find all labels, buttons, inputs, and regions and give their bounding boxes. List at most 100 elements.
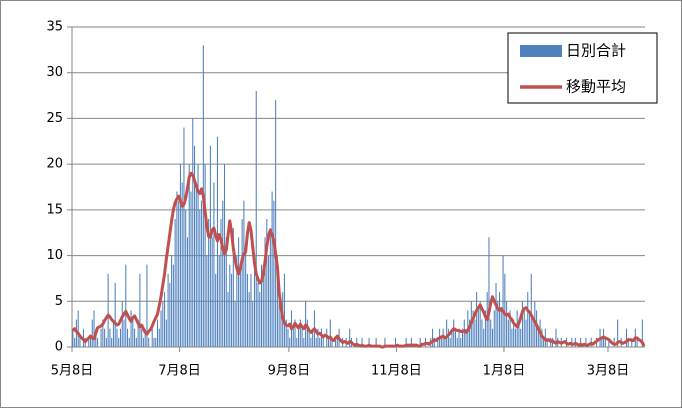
bar xyxy=(89,337,92,347)
bar xyxy=(208,219,210,347)
bar xyxy=(169,283,171,347)
bar xyxy=(236,255,238,347)
bar xyxy=(631,337,633,347)
bar xyxy=(306,319,308,347)
bar xyxy=(199,209,201,347)
bar xyxy=(490,319,492,347)
bar xyxy=(585,337,587,347)
y-tick-label: 5 xyxy=(55,294,63,309)
bar xyxy=(315,337,317,347)
bar xyxy=(146,264,148,347)
bar xyxy=(460,337,462,347)
x-tick-label: 7月8日 xyxy=(158,364,201,379)
bar xyxy=(252,301,254,347)
bar xyxy=(273,200,275,347)
bar xyxy=(278,301,280,347)
bar xyxy=(232,228,234,347)
bar xyxy=(91,319,93,347)
bar xyxy=(527,292,529,347)
bar xyxy=(500,310,502,347)
bar xyxy=(213,182,215,347)
bar xyxy=(77,310,79,347)
bar xyxy=(72,328,74,347)
bar xyxy=(458,328,460,347)
bar xyxy=(289,337,291,347)
bar xyxy=(222,200,224,347)
bar xyxy=(292,328,294,347)
legend-box xyxy=(507,32,658,104)
legend-label: 移動平均 xyxy=(566,78,626,96)
bar xyxy=(469,319,471,347)
y-tick-label: 30 xyxy=(46,65,63,80)
bar xyxy=(349,328,351,347)
bar xyxy=(225,237,227,347)
bar xyxy=(454,328,456,347)
bar xyxy=(280,310,282,347)
bar xyxy=(285,319,287,347)
bar xyxy=(488,237,490,347)
bar xyxy=(320,328,323,347)
bar xyxy=(331,337,333,347)
bar xyxy=(461,328,464,347)
bar xyxy=(167,273,169,347)
bar xyxy=(477,310,479,347)
bar xyxy=(104,328,106,347)
bar xyxy=(317,328,319,347)
bar xyxy=(223,164,226,347)
bar xyxy=(118,337,120,347)
bar xyxy=(481,319,483,347)
bar xyxy=(298,328,300,347)
bar xyxy=(111,337,113,347)
bar xyxy=(245,246,247,347)
bar xyxy=(201,200,203,347)
y-tick-label: 10 xyxy=(46,248,63,263)
bar xyxy=(165,319,167,347)
bar xyxy=(502,255,504,347)
bar xyxy=(231,273,233,347)
bar xyxy=(176,191,178,347)
bar xyxy=(151,328,153,347)
bar xyxy=(275,100,277,348)
bar xyxy=(476,292,478,347)
bar xyxy=(537,328,539,347)
bar xyxy=(268,255,270,347)
bar xyxy=(160,310,162,347)
bar xyxy=(474,319,476,347)
bar xyxy=(121,301,123,347)
bar xyxy=(523,310,525,347)
bar xyxy=(171,255,173,347)
bar xyxy=(361,337,363,347)
legend-swatch xyxy=(520,45,562,57)
bar xyxy=(153,337,155,347)
bar xyxy=(479,301,481,347)
bar xyxy=(179,164,181,347)
bar xyxy=(536,310,538,347)
bar xyxy=(185,209,187,347)
bar xyxy=(571,337,573,347)
bar xyxy=(308,328,310,347)
bar xyxy=(433,337,435,347)
bar xyxy=(356,337,358,347)
bar xyxy=(514,328,516,347)
bar xyxy=(336,337,338,347)
bar xyxy=(215,273,217,347)
bar xyxy=(109,328,111,347)
bar xyxy=(79,337,81,347)
bar xyxy=(495,283,497,347)
bar xyxy=(303,337,305,347)
bar xyxy=(156,319,159,347)
y-tick-label: 25 xyxy=(46,111,63,126)
bar xyxy=(137,319,139,347)
bar xyxy=(269,228,271,347)
bar xyxy=(123,319,125,347)
bar xyxy=(287,328,289,347)
bar xyxy=(144,328,146,347)
bar xyxy=(195,182,197,347)
bar xyxy=(506,301,508,347)
bar xyxy=(97,337,99,347)
bar xyxy=(194,145,196,347)
bar xyxy=(530,273,532,347)
bar xyxy=(472,310,474,347)
bar xyxy=(546,337,548,347)
bar xyxy=(604,337,606,347)
